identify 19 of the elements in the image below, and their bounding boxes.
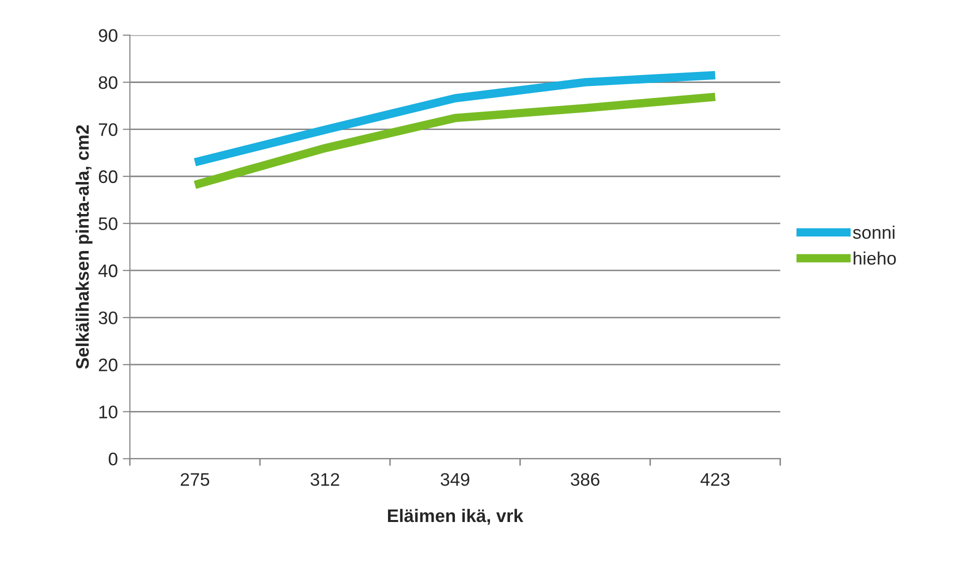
- y-tick-label: 90: [98, 29, 118, 42]
- y-tick-label: 40: [98, 264, 118, 278]
- x-tick-label: 312: [310, 473, 340, 486]
- legend-label: hieho: [854, 251, 896, 265]
- y-tick-label: 10: [99, 406, 118, 418]
- y-tick-label: 0: [108, 452, 118, 466]
- y-tick-label: 30: [98, 311, 118, 324]
- x-tick-label: 349: [440, 473, 470, 486]
- x-tick-label: 275: [180, 473, 210, 486]
- x-axis-title: Eläimen ikä, vrk: [388, 508, 524, 525]
- y-tick-label: 70: [98, 123, 118, 136]
- y-tick-label: 80: [98, 76, 118, 89]
- y-axis-title: Selkälihaksen pinta-ala, cm2: [76, 125, 92, 369]
- x-tick-label: 423: [700, 473, 730, 486]
- x-tick-label: 386: [570, 473, 600, 486]
- y-tick-label: 60: [98, 170, 118, 184]
- y-tick-label: 20: [98, 358, 118, 372]
- legend-label: sonni: [852, 226, 894, 239]
- y-tick-label: 50: [98, 217, 118, 230]
